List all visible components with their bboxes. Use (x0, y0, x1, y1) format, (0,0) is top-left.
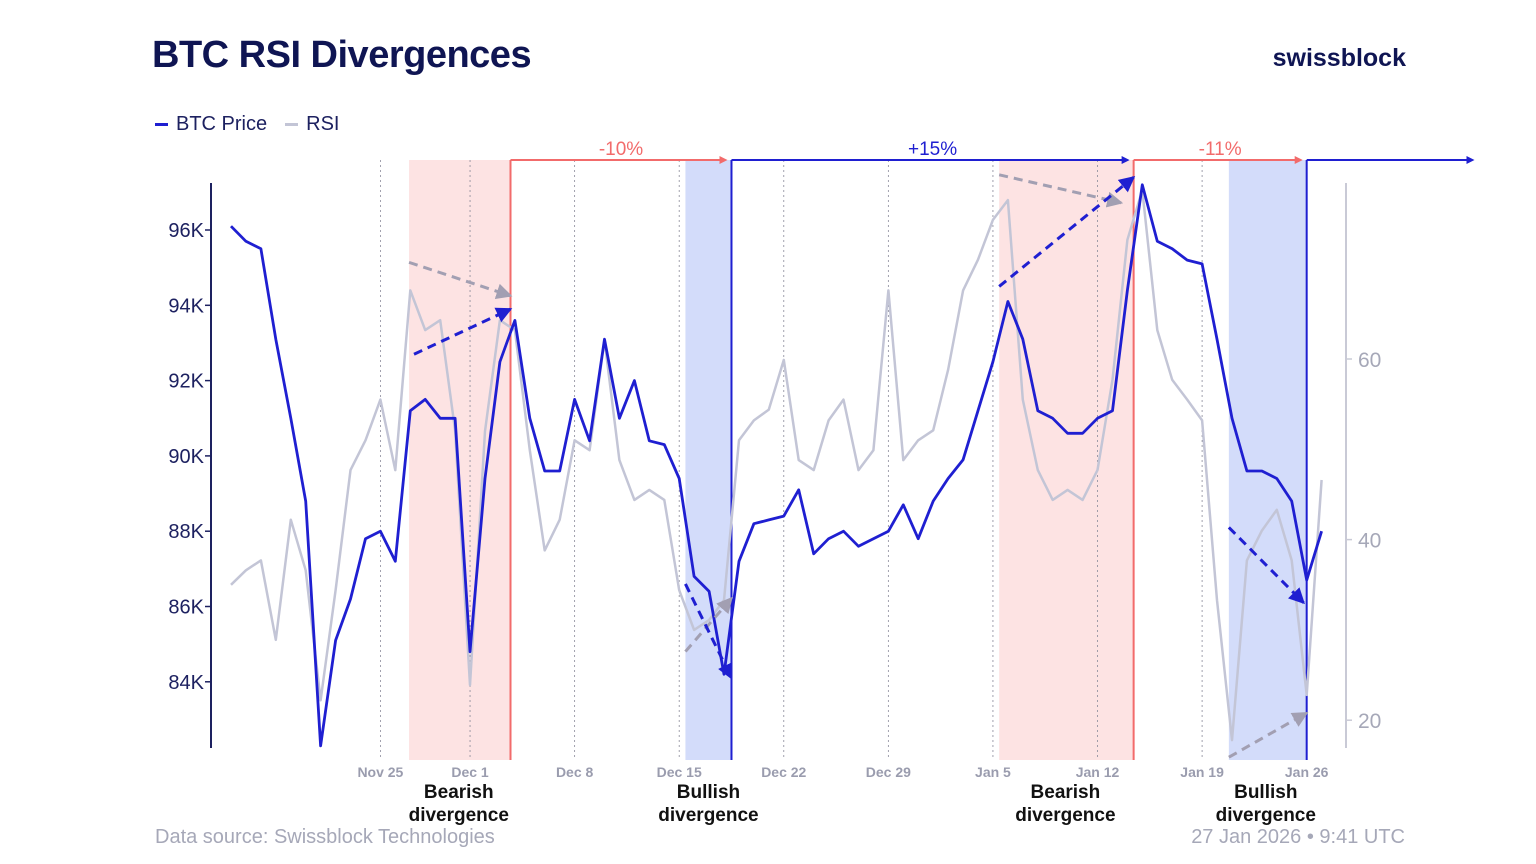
divergence-region-bearish (409, 160, 511, 760)
legend-swatch-price (155, 123, 168, 126)
y-tick-label-right: 60 (1358, 349, 1381, 372)
y-tick-label-left: 92K (168, 371, 204, 393)
divergence-label: Bullish (677, 782, 740, 803)
timestamp: 27 Jan 2026 • 9:41 UTC (1191, 826, 1405, 848)
x-tick-label: Dec 22 (761, 764, 806, 780)
x-tick-label: Nov 25 (357, 764, 403, 780)
divergence-region-bullish (685, 160, 732, 760)
brand-logo: swissblock (1272, 44, 1406, 72)
legend-label-price: BTC Price (176, 113, 268, 135)
legend: BTC Price RSI (155, 113, 339, 136)
x-tick-label: Jan 19 (1180, 764, 1224, 780)
price-divergence-arrow (684, 583, 733, 680)
x-tick-label: Dec 8 (556, 764, 594, 780)
chart-title: BTC RSI Divergences (152, 34, 532, 76)
rsi-line (230, 188, 1323, 742)
legend-item-rsi: RSI (285, 113, 339, 136)
y-tick-label-left: 86K (168, 597, 204, 619)
x-tick-label: Jan 5 (975, 764, 1011, 780)
divergence-label: divergence (409, 805, 509, 826)
y-tick-label-left: 88K (168, 521, 204, 543)
y-tick-label-left: 96K (168, 220, 204, 242)
move-label: -10% (599, 139, 643, 160)
legend-swatch-rsi (285, 123, 299, 126)
rsi-divergence-arrow (408, 260, 513, 300)
price-divergence-arrow (413, 307, 513, 356)
x-tick-label: Dec 29 (866, 764, 911, 780)
y-tick-label-left: 94K (168, 295, 204, 317)
price-divergence-arrow (1227, 526, 1305, 605)
move-label: +15% (908, 139, 957, 160)
divergence-label: Bearish (1031, 782, 1101, 803)
rsi-divergence-arrow (998, 173, 1124, 208)
btc-price-line (230, 183, 1323, 748)
x-tick-label: Dec 15 (657, 764, 702, 780)
y-tick-label-left: 90K (168, 446, 204, 468)
x-tick-label: Dec 1 (451, 764, 489, 780)
legend-label-rsi: RSI (306, 113, 340, 135)
divergence-region-bearish (999, 160, 1134, 760)
x-tick-label: Jan 26 (1285, 764, 1329, 780)
y-tick-label-right: 20 (1358, 710, 1381, 733)
data-source: Data source: Swissblock Technologies (155, 826, 495, 848)
divergence-region-bullish (1228, 160, 1307, 760)
move-label: -11% (1199, 139, 1242, 160)
divergence-label: divergence (658, 805, 758, 826)
divergence-label: Bearish (424, 782, 494, 803)
y-tick-label-left: 84K (168, 672, 204, 694)
x-tick-label: Jan 12 (1076, 764, 1120, 780)
rsi-divergence-arrow (684, 596, 733, 653)
y-tick-label-right: 40 (1358, 530, 1381, 553)
legend-item-price: BTC Price (155, 113, 267, 136)
divergence-label: Bullish (1234, 782, 1297, 803)
divergence-label: divergence (1015, 805, 1115, 826)
divergence-label: divergence (1216, 805, 1316, 826)
